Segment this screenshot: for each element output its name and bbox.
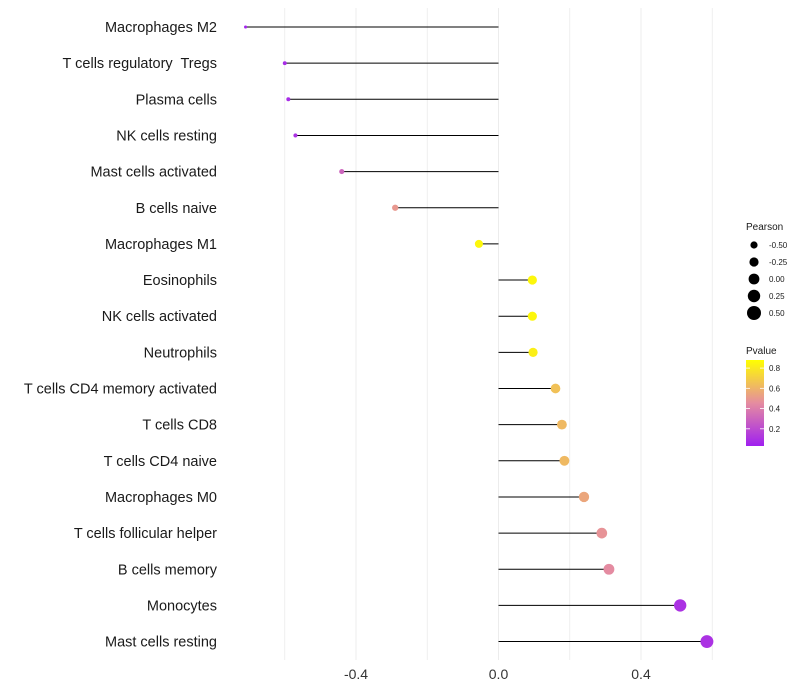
size-legend-label: -0.25 (769, 258, 788, 267)
colorbar-label: 0.2 (769, 425, 781, 434)
category-label: T cells regulatory Tregs (63, 56, 217, 72)
lollipop-dot (293, 133, 298, 138)
size-legend-dot (747, 289, 761, 303)
category-label: T cells CD4 naive (104, 454, 217, 470)
lollipop-dot (596, 527, 608, 539)
lollipop-dot (550, 383, 561, 394)
category-label: Neutrophils (144, 345, 217, 361)
lollipop-dot (603, 563, 615, 575)
category-label: Macrophages M1 (105, 237, 217, 253)
size-legend-label: 0.00 (769, 275, 785, 284)
size-legend-label: -0.50 (769, 241, 788, 250)
lollipop-dot (559, 455, 570, 466)
size-legend-dot (749, 257, 759, 267)
category-label: T cells CD4 memory activated (24, 382, 217, 398)
category-label: Plasma cells (136, 92, 217, 108)
x-axis-tick-labels: -0.4 0.0 0.4 (344, 666, 651, 682)
colorbar-label: 0.8 (769, 364, 781, 373)
category-label: B cells memory (118, 562, 218, 578)
lollipop-dot (527, 311, 537, 321)
size-legend-label: 0.50 (769, 309, 785, 318)
category-label: NK cells resting (116, 128, 217, 144)
lollipop-dot (700, 635, 714, 649)
lollipop-stems (245, 26, 707, 643)
lollipop-dot (392, 204, 399, 211)
category-label: B cells naive (136, 201, 217, 217)
lollipop-dot (244, 25, 248, 29)
lollipop-dots (244, 25, 714, 649)
category-label: T cells CD8 (142, 418, 217, 434)
lollipop-dot (339, 169, 345, 175)
category-label: Eosinophils (143, 273, 217, 289)
category-label: T cells follicular helper (74, 526, 217, 542)
x-tick-label: -0.4 (344, 666, 368, 682)
category-labels: Macrophages M2 T cells regulatory Tregs Pl… (24, 20, 218, 651)
size-legend-label: 0.25 (769, 292, 785, 301)
lollipop-dot (557, 419, 567, 430)
size-legend-dot (747, 306, 761, 320)
pvalue-color-legend: Pvalue 0.8 0.6 0.4 0.2 (746, 346, 781, 446)
x-tick-label: 0.0 (489, 666, 509, 682)
size-legend-dot (748, 273, 760, 285)
pvalue-legend-title: Pvalue (746, 346, 777, 357)
colorbar-label: 0.4 (769, 405, 781, 414)
lollipop-dot (528, 347, 538, 357)
pvalue-colorbar (746, 360, 764, 446)
category-label: Monocytes (147, 598, 217, 614)
lollipop-dot (286, 97, 291, 102)
pearson-legend-title: Pearson (746, 222, 783, 233)
x-tick-label: 0.4 (631, 666, 651, 682)
category-label: Mast cells resting (105, 635, 217, 651)
category-label: NK cells activated (102, 309, 217, 325)
lollipop-dot (474, 239, 483, 248)
category-label: Macrophages M2 (105, 20, 217, 36)
category-label: Mast cells activated (90, 165, 217, 181)
size-legend-dot (750, 241, 758, 249)
lollipop-dot (674, 599, 687, 612)
pearson-size-legend: Pearson -0.50 -0.25 0.00 0.25 0.50 (746, 222, 788, 320)
colorbar-label: 0.6 (769, 384, 781, 393)
grid-lines (284, 8, 713, 660)
lollipop-dot (282, 61, 287, 66)
category-label: Macrophages M0 (105, 490, 217, 506)
lollipop-dot (527, 275, 537, 285)
lollipop-dot (578, 491, 590, 503)
